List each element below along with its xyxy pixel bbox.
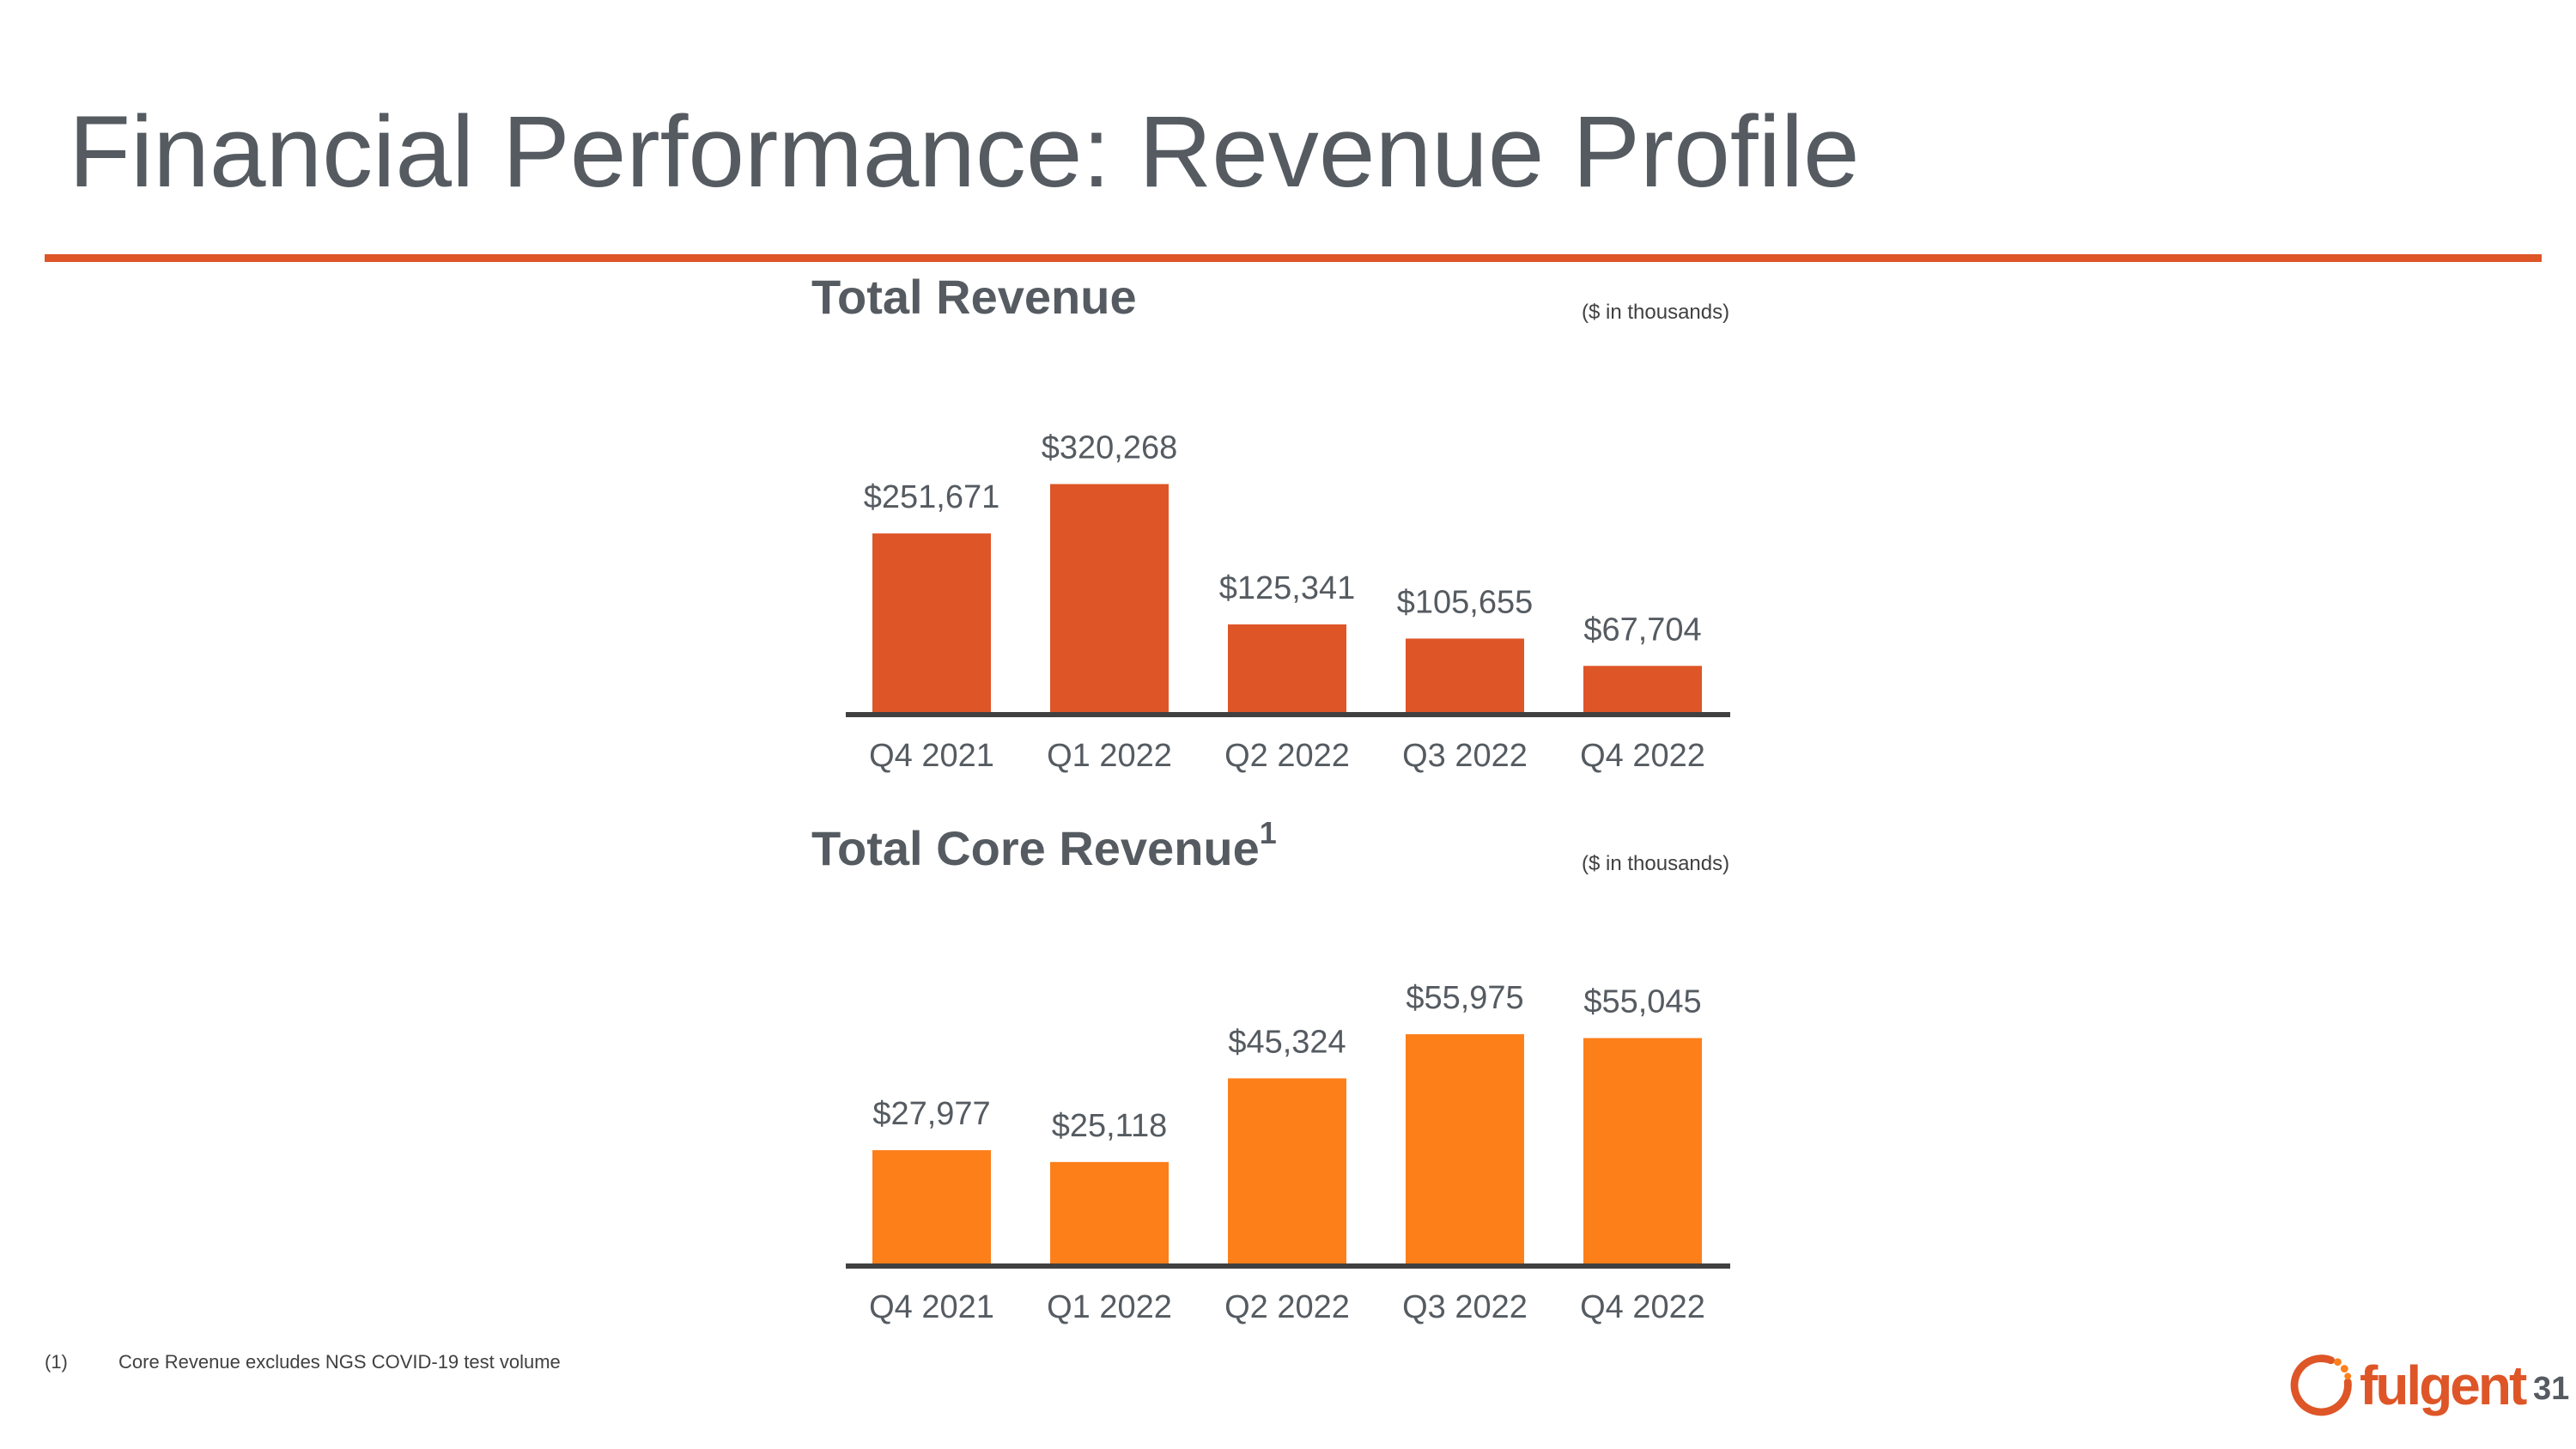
data-label: $67,704 (1583, 612, 1701, 648)
bar-q1-2022 (1050, 1161, 1169, 1266)
data-label: $25,118 (1052, 1108, 1168, 1144)
core-revenue-footnote-ref: 1 (1259, 815, 1277, 850)
bar-q2-2022 (1228, 1078, 1346, 1266)
x-tick-label: Q3 2022 (1402, 738, 1528, 774)
x-tick-label: Q1 2022 (1047, 1289, 1172, 1325)
bar-q4-2022 (1583, 666, 1702, 715)
data-label: $320,268 (1042, 430, 1178, 466)
bar-q2-2022 (1228, 624, 1346, 715)
fulgent-logo-wordmark: fulgent (2360, 1355, 2527, 1416)
total-revenue-title-text: Total Revenue (811, 270, 1137, 324)
data-label: $45,324 (1228, 1024, 1346, 1060)
bar-q4-2022 (1583, 1038, 1702, 1266)
title-divider (45, 254, 2542, 262)
bar-q3-2022 (1406, 1034, 1524, 1266)
x-tick-label: Q4 2021 (869, 1289, 994, 1325)
fulgent-logo-mark-icon (2290, 1355, 2352, 1416)
data-label: $105,655 (1397, 584, 1534, 620)
total-revenue-chart: $251,671 Q4 2021 $320,268 Q1 2022 $125,341 Q2… (846, 430, 1730, 774)
core-revenue-units-note: ($ in thousands) (1582, 852, 1730, 875)
data-label: $125,341 (1219, 570, 1356, 606)
core-revenue-chart: $27,977 Q4 2021 $25,118 Q1 2022 $45,324 Q2 20… (846, 980, 1730, 1325)
data-label: $27,977 (872, 1096, 990, 1132)
page-number: 31 (2533, 1371, 2570, 1407)
bar-q4-2021 (872, 1150, 991, 1266)
x-tick-label: Q4 2021 (869, 738, 994, 774)
core-revenue-title-text: Total Core Revenue (811, 821, 1260, 875)
fulgent-logo: fulgent (2287, 1347, 2527, 1424)
x-tick-label: Q2 2022 (1224, 1289, 1350, 1325)
footnote-text: Core Revenue excludes NGS COVID-19 test … (118, 1351, 561, 1373)
footnote-marker: (1) (45, 1351, 68, 1373)
bar-q4-2021 (872, 533, 991, 715)
page-title: Financial Performance: Revenue Profile (69, 95, 1860, 209)
total-revenue-chart-title: Total Revenue (811, 273, 1137, 321)
x-tick-label: Q4 2022 (1580, 1289, 1705, 1325)
x-tick-label: Q3 2022 (1402, 1289, 1528, 1325)
data-label: $251,671 (864, 479, 1000, 515)
bar-q3-2022 (1406, 638, 1524, 715)
data-label: $55,045 (1583, 984, 1701, 1020)
bar-q1-2022 (1050, 484, 1169, 715)
x-tick-label: Q1 2022 (1047, 738, 1172, 774)
data-label: $55,975 (1406, 980, 1523, 1016)
x-tick-label: Q2 2022 (1224, 738, 1350, 774)
core-revenue-chart-title: Total Core Revenue1 (811, 818, 1277, 873)
x-tick-label: Q4 2022 (1580, 738, 1705, 774)
total-revenue-units-note: ($ in thousands) (1582, 301, 1730, 324)
